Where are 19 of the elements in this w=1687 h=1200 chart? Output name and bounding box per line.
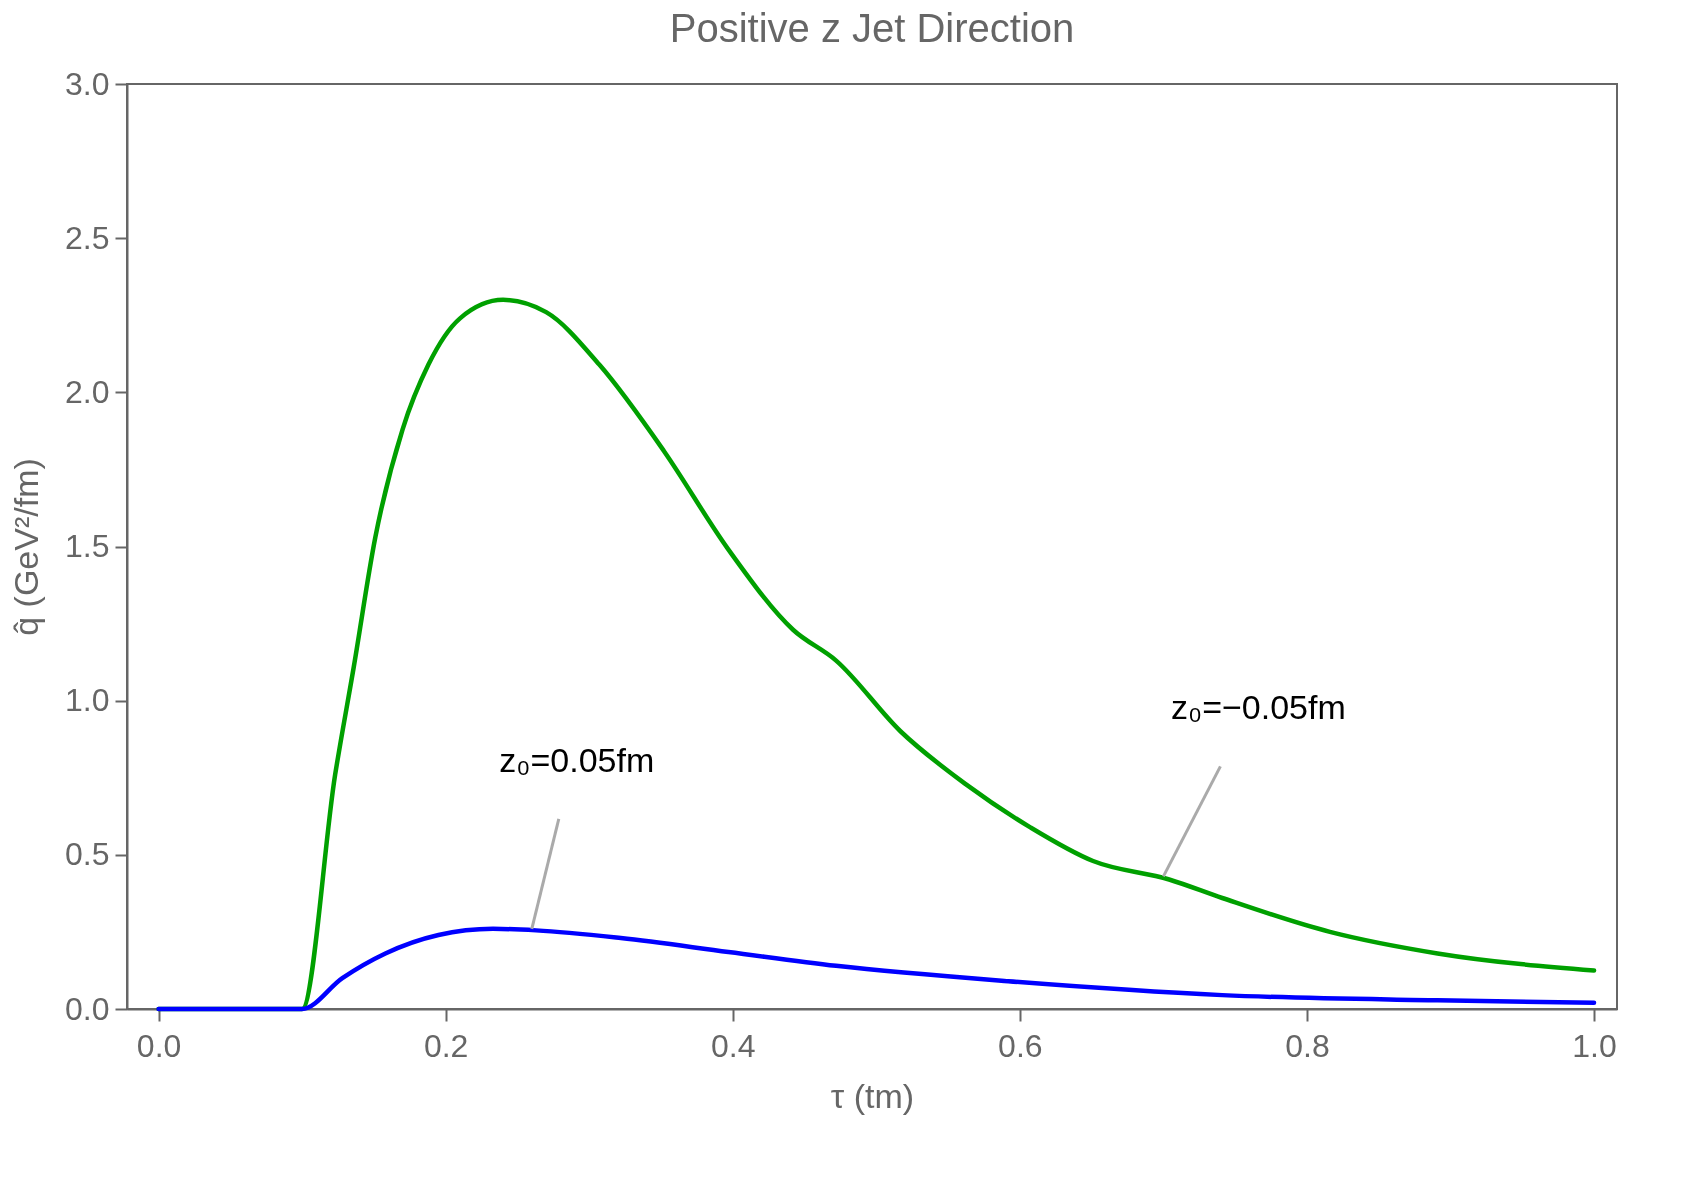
- x-tick-label: 0.0: [136, 1027, 182, 1064]
- x-tick-label: 0.8: [1285, 1027, 1330, 1064]
- y-tick-label: 2.0: [65, 373, 110, 410]
- x-tick-label: 0.2: [423, 1027, 469, 1064]
- y-tick-label: 1.5: [65, 528, 110, 564]
- line-series: [156, 926, 1597, 1012]
- chart-title: Positive z Jet Direction: [669, 6, 1075, 50]
- annotation: z₀=0.05fm: [499, 740, 655, 779]
- x-tick-label: 1.0: [1572, 1027, 1617, 1064]
- x-axis-title: τ (tm): [830, 1076, 915, 1115]
- y-tick-label: 0.5: [65, 836, 110, 873]
- y-tick-label: 3.0: [65, 65, 110, 102]
- y-tick-label: 2.5: [65, 219, 110, 256]
- annotation: z₀=−0.05fm: [1171, 688, 1346, 727]
- x-tick-label: 0.6: [998, 1027, 1043, 1064]
- y-axis-title: q̂ (GeV²/fm): [7, 458, 46, 636]
- x-tick-label: 0.4: [711, 1027, 756, 1064]
- y-tick-label: 0.0: [65, 990, 110, 1027]
- y-tick-label: 1.0: [65, 682, 110, 719]
